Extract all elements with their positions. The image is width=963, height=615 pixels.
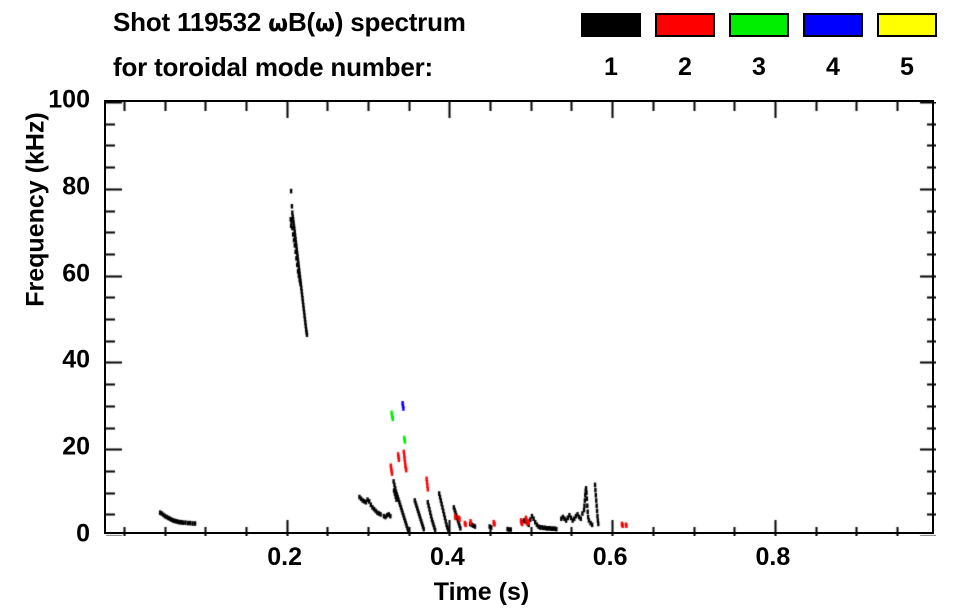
legend-label-1: 1: [604, 53, 618, 81]
y-tick-80: 80: [62, 172, 90, 201]
omega-symbol-1: ω: [268, 11, 288, 37]
plot-area: [104, 100, 936, 536]
legend-label-4: 4: [826, 53, 840, 81]
y-tick-40: 40: [62, 345, 90, 374]
legend-swatch-row: [581, 13, 937, 37]
x-axis-label: Time (s): [433, 578, 530, 606]
legend-swatch-3: [729, 13, 789, 37]
y-axis-tick-labels: 0 20 40 60 80 100: [20, 86, 90, 548]
title-shot-text: Shot 119532: [113, 7, 269, 37]
x-tick-0.8: 0.8: [755, 543, 791, 571]
legend-label-3: 3: [752, 53, 766, 81]
y-tick-60: 60: [62, 259, 90, 288]
spectrum-data-canvas: [106, 102, 936, 536]
x-tick-0.6: 0.6: [592, 543, 628, 571]
y-tick-20: 20: [62, 432, 90, 461]
title-spectrum-text: ) spectrum: [334, 7, 466, 37]
y-tick-0: 0: [76, 519, 90, 548]
x-axis-tick-labels: 0.2 0.4 0.6 0.8: [0, 543, 963, 577]
legend-label-2: 2: [678, 53, 692, 81]
figure-title-line-1: Shot 119532 ωB(ω) spectrum: [113, 7, 466, 38]
x-tick-0.4: 0.4: [430, 543, 465, 571]
y-tick-100: 100: [48, 85, 90, 114]
legend-swatch-5: [877, 13, 937, 37]
figure-title-line-2: for toroidal mode number:: [113, 52, 434, 82]
omega-symbol-2: ω: [314, 11, 335, 37]
legend-label-row: 1 2 3 4 5: [581, 53, 937, 82]
title-b-text: B(: [287, 7, 315, 37]
legend-label-5: 5: [900, 53, 914, 81]
legend-swatch-2: [655, 13, 715, 37]
x-tick-0.2: 0.2: [267, 543, 303, 571]
y-axis-label-wrapper: Frequency (kHz): [0, 0, 50, 306]
legend-swatch-4: [803, 13, 863, 37]
legend-swatch-1: [581, 13, 641, 37]
y-axis-label: Frequency (kHz): [21, 112, 50, 307]
